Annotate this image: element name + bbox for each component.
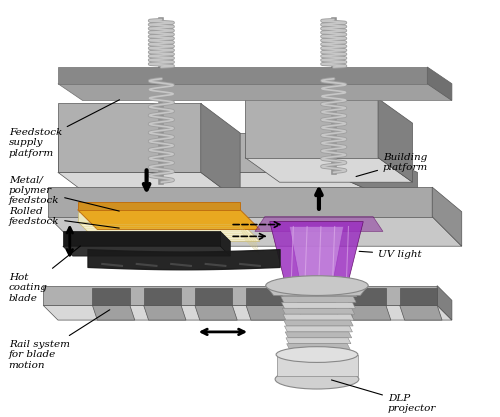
Polygon shape — [245, 158, 412, 182]
Polygon shape — [58, 172, 240, 202]
Polygon shape — [432, 187, 462, 246]
Polygon shape — [282, 308, 354, 314]
Polygon shape — [270, 221, 364, 281]
Text: Feedstock
supply
platform: Feedstock supply platform — [8, 100, 119, 158]
Polygon shape — [144, 305, 186, 320]
Ellipse shape — [275, 369, 359, 389]
Polygon shape — [58, 84, 452, 100]
Polygon shape — [201, 103, 240, 202]
Polygon shape — [48, 187, 432, 217]
Polygon shape — [255, 217, 383, 231]
Polygon shape — [58, 103, 201, 172]
Polygon shape — [284, 326, 352, 332]
Polygon shape — [78, 221, 260, 241]
Polygon shape — [58, 172, 418, 212]
Text: Hot
coating
blade: Hot coating blade — [8, 246, 81, 303]
Polygon shape — [286, 338, 351, 344]
Text: UV light: UV light — [359, 250, 422, 259]
Polygon shape — [283, 314, 354, 320]
Polygon shape — [400, 288, 437, 305]
Text: Rail system
for blade
motion: Rail system for blade motion — [8, 310, 110, 369]
Polygon shape — [246, 305, 288, 320]
Polygon shape — [78, 212, 240, 221]
Polygon shape — [92, 288, 130, 305]
Polygon shape — [282, 302, 356, 308]
Polygon shape — [63, 231, 220, 246]
Polygon shape — [245, 98, 378, 158]
Polygon shape — [400, 305, 442, 320]
Polygon shape — [428, 67, 452, 100]
Polygon shape — [246, 288, 284, 305]
Polygon shape — [348, 305, 391, 320]
Polygon shape — [195, 305, 237, 320]
Polygon shape — [58, 133, 329, 172]
Polygon shape — [58, 67, 428, 84]
Polygon shape — [266, 286, 368, 296]
Polygon shape — [284, 320, 353, 326]
Text: DLP
projector: DLP projector — [332, 380, 436, 413]
Polygon shape — [276, 354, 358, 376]
Text: Building
platform: Building platform — [356, 153, 428, 176]
Polygon shape — [43, 305, 452, 320]
Polygon shape — [78, 202, 240, 210]
Polygon shape — [378, 98, 412, 182]
Polygon shape — [195, 288, 232, 305]
Polygon shape — [298, 305, 340, 320]
Polygon shape — [220, 231, 230, 256]
Polygon shape — [348, 288, 386, 305]
Text: Metal/
polymer
feedstock: Metal/ polymer feedstock — [8, 175, 119, 211]
Polygon shape — [144, 288, 181, 305]
Polygon shape — [298, 288, 335, 305]
Polygon shape — [290, 226, 344, 278]
Polygon shape — [329, 133, 418, 212]
Polygon shape — [48, 217, 462, 246]
Polygon shape — [92, 305, 135, 320]
Polygon shape — [281, 296, 356, 302]
Polygon shape — [280, 291, 357, 296]
Polygon shape — [78, 210, 260, 229]
Polygon shape — [285, 332, 352, 338]
Polygon shape — [63, 246, 230, 256]
Polygon shape — [437, 286, 452, 320]
Text: Rolled
feedstock: Rolled feedstock — [8, 207, 119, 228]
Ellipse shape — [276, 347, 358, 362]
Polygon shape — [286, 344, 350, 349]
Ellipse shape — [266, 276, 368, 296]
Polygon shape — [43, 286, 437, 305]
